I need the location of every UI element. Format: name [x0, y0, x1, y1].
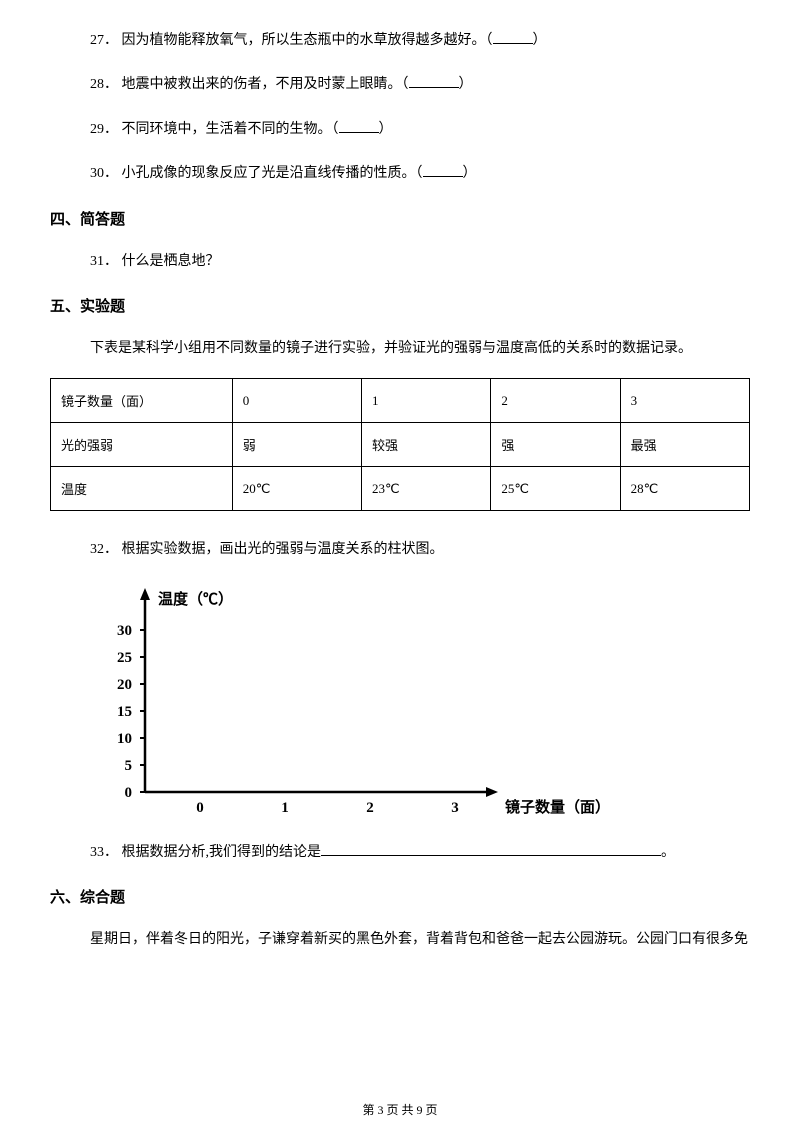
q-text: 什么是栖息地？ [122, 254, 220, 269]
q-text: 根据实验数据，画出光的强弱与温度关系的柱状图。 [122, 542, 444, 557]
question-30: 30． 小孔成像的现象反应了光是沿直线传播的性质。（ ） [90, 163, 750, 185]
q-after: ） [379, 122, 393, 137]
q-num: 32． [90, 542, 118, 557]
table-cell: 1 [362, 379, 491, 423]
q-num: 28． [90, 77, 118, 92]
section-5-title: 五、实验题 [50, 295, 750, 316]
blank[interactable] [493, 30, 533, 44]
x-tick: 1 [281, 800, 289, 816]
q-num: 29． [90, 122, 118, 137]
blank-long[interactable] [321, 842, 661, 856]
table-cell: 0 [232, 379, 361, 423]
q-after: ） [459, 77, 473, 92]
section-6-title: 六、综合题 [50, 886, 750, 907]
y-tick: 0 [125, 785, 133, 801]
table-cell: 强 [491, 423, 620, 467]
table-cell: 较强 [362, 423, 491, 467]
table-row: 温度 20℃ 23℃ 25℃ 28℃ [51, 467, 750, 511]
table-cell: 2 [491, 379, 620, 423]
question-27: 27． 因为植物能释放氧气，所以生态瓶中的水草放得越多越好。（ ） [90, 30, 750, 52]
table-cell: 3 [620, 379, 749, 423]
passage-text: 星期日，伴着冬日的阳光，子谦穿着新买的黑色外套，背着背包和爸爸一起去公园游玩。公… [90, 929, 750, 951]
chart-svg: 0 5 10 15 20 25 30 0 1 2 3 温度（℃） 镜子数量（面） [90, 584, 650, 824]
table-cell: 最强 [620, 423, 749, 467]
question-31: 31． 什么是栖息地？ [90, 251, 750, 273]
table-cell: 温度 [51, 467, 233, 511]
y-tick: 30 [117, 623, 132, 639]
table-cell: 弱 [232, 423, 361, 467]
blank[interactable] [409, 74, 459, 88]
y-tick: 15 [117, 704, 132, 720]
q-num: 30． [90, 166, 118, 181]
question-33: 33． 根据数据分析,我们得到的结论是 。 [90, 842, 750, 864]
q-num: 27． [90, 33, 118, 48]
q-text: 小孔成像的现象反应了光是沿直线传播的性质。（ [122, 166, 423, 181]
q-after: ） [533, 33, 547, 48]
table-cell: 20℃ [232, 467, 361, 511]
y-tick: 10 [117, 731, 132, 747]
question-29: 29． 不同环境中，生活着不同的生物。（ ） [90, 119, 750, 141]
section-4-title: 四、简答题 [50, 208, 750, 229]
x-axis-label: 镜子数量（面） [505, 798, 610, 816]
table-row: 镜子数量（面） 0 1 2 3 [51, 379, 750, 423]
experiment-intro: 下表是某科学小组用不同数量的镜子进行实验，并验证光的强弱与温度高低的关系时的数据… [90, 338, 750, 360]
q-after: ） [463, 166, 477, 181]
table-cell: 镜子数量（面） [51, 379, 233, 423]
blank[interactable] [339, 119, 379, 133]
table-cell: 光的强弱 [51, 423, 233, 467]
table-cell: 25℃ [491, 467, 620, 511]
q-text: 不同环境中，生活着不同的生物。（ [122, 122, 339, 137]
y-tick: 25 [117, 650, 132, 666]
blank[interactable] [423, 163, 463, 177]
question-32: 32． 根据实验数据，画出光的强弱与温度关系的柱状图。 [90, 539, 750, 561]
y-tick: 20 [117, 677, 132, 693]
experiment-table: 镜子数量（面） 0 1 2 3 光的强弱 弱 较强 强 最强 温度 20℃ 23… [50, 378, 750, 511]
question-28: 28． 地震中被救出来的伤者，不用及时蒙上眼睛。（ ） [90, 74, 750, 96]
x-tick: 3 [451, 800, 459, 816]
bar-chart-axes: 0 5 10 15 20 25 30 0 1 2 3 温度（℃） 镜子数量（面） [90, 584, 650, 824]
q-num: 31． [90, 254, 118, 269]
q-text: 地震中被救出来的伤者，不用及时蒙上眼睛。（ [122, 77, 409, 92]
q-num: 33． [90, 845, 118, 860]
table-cell: 28℃ [620, 467, 749, 511]
table-row: 光的强弱 弱 较强 强 最强 [51, 423, 750, 467]
q-text: 因为植物能释放氧气，所以生态瓶中的水草放得越多越好。（ [122, 33, 493, 48]
x-tick: 0 [196, 800, 204, 816]
page-footer: 第 3 页 共 9 页 [0, 1101, 800, 1118]
y-axis-label: 温度（℃） [158, 590, 233, 608]
q-after: 。 [661, 845, 675, 860]
y-tick: 5 [125, 758, 133, 774]
table-cell: 23℃ [362, 467, 491, 511]
x-tick: 2 [366, 800, 374, 816]
q-text: 根据数据分析,我们得到的结论是 [122, 845, 322, 860]
